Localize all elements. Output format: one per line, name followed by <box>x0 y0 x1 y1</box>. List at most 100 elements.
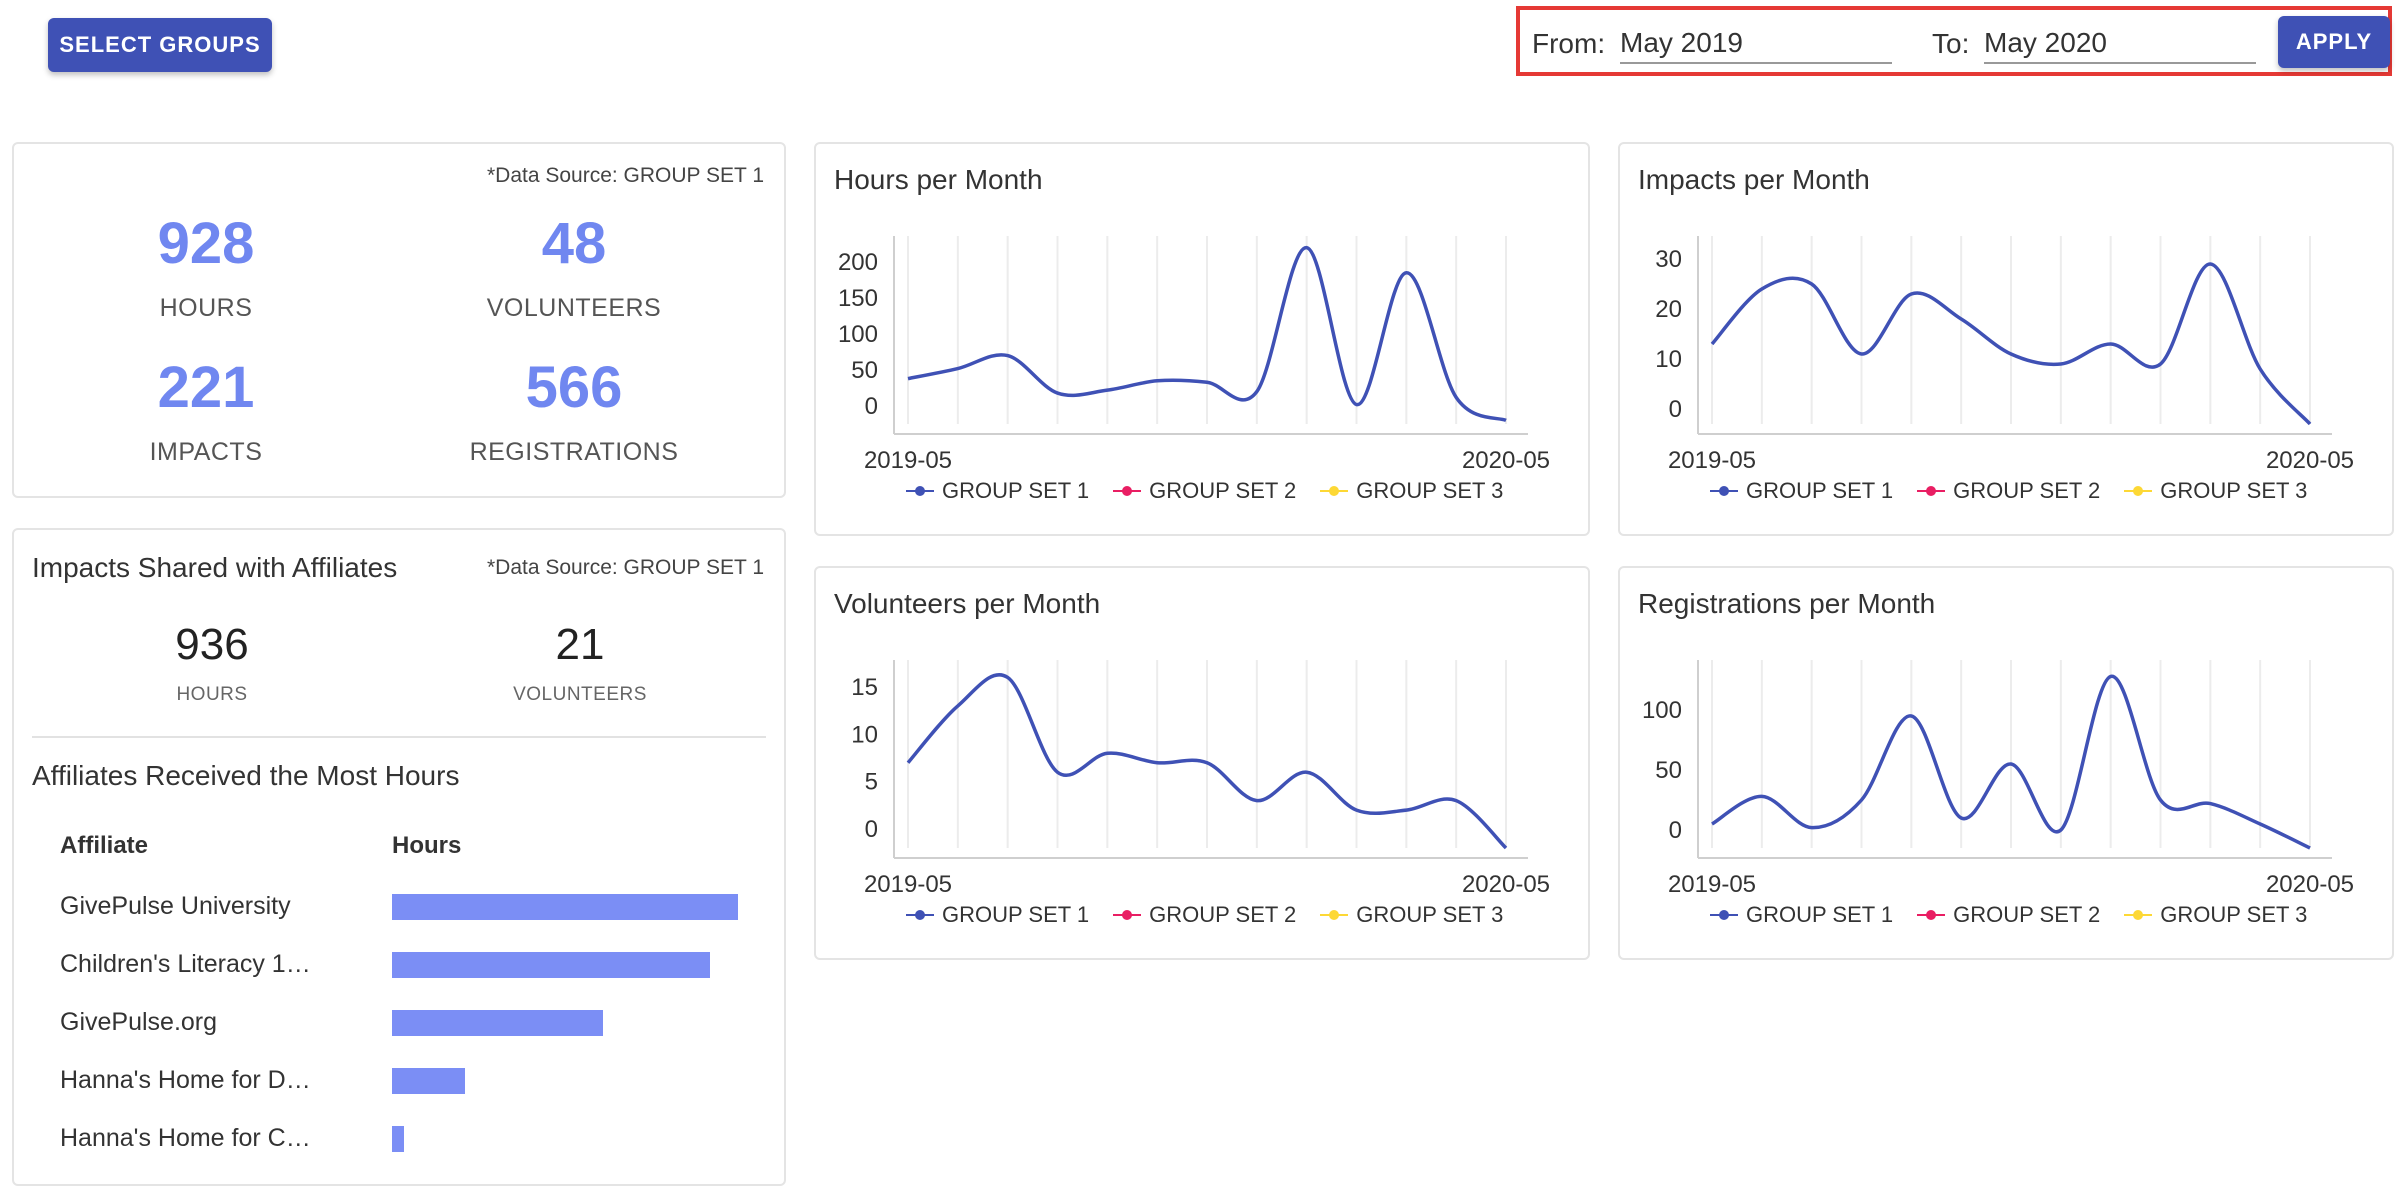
summary-card: *Data Source: GROUP SET 1 928 HOURS 48 V… <box>12 142 786 498</box>
legend-item[interactable]: GROUP SET 1 <box>1710 478 1893 504</box>
affiliate-hours-bar[interactable] <box>392 952 711 978</box>
affiliate-name: Hanna's Home for D… <box>60 1066 311 1094</box>
y-tick-label: 10 <box>851 721 878 748</box>
legend-item[interactable]: GROUP SET 3 <box>2124 478 2307 504</box>
legend-item[interactable]: GROUP SET 2 <box>1113 902 1296 928</box>
legend-item[interactable]: GROUP SET 3 <box>1320 902 1503 928</box>
affiliate-volunteers-value: 21 <box>555 620 605 669</box>
legend-item[interactable]: GROUP SET 2 <box>1917 478 2100 504</box>
legend-label: GROUP SET 1 <box>942 902 1090 927</box>
registrations-stat-value: 566 <box>525 355 623 420</box>
hours-stat-value: 928 <box>157 211 255 276</box>
x-tick-label: 2019-05 <box>864 447 952 474</box>
registrations-stat-label: REGISTRATIONS <box>469 438 679 466</box>
registrations-per-month-chart: 0 50 100 2019-05 2020-05 <box>1642 660 2354 898</box>
x-tick-label: 2020-05 <box>1462 871 1550 898</box>
series-line <box>1711 674 2311 850</box>
hours-column-header: Hours <box>392 832 462 859</box>
affiliates-card: Impacts Shared with Affiliates *Data Sou… <box>12 528 786 1186</box>
y-tick-label: 0 <box>1669 817 1682 844</box>
affiliate-name: GivePulse University <box>60 892 291 920</box>
volunteers-chart-card: Volunteers per Month 0 5 10 15 2019-05 2020-0… <box>814 566 1590 960</box>
affiliate-volunteers-label: VOLUNTEERS <box>513 684 647 705</box>
affiliate-hours-value: 936 <box>175 620 249 669</box>
legend-label: GROUP SET 2 <box>1149 478 1297 503</box>
impacts-chart-card: Impacts per Month 0 10 20 30 2019-05 2020-05 … <box>1618 142 2394 536</box>
chart-title: Hours per Month <box>834 164 1043 195</box>
impacts-stat-value: 221 <box>157 355 255 420</box>
y-tick-label: 0 <box>865 816 878 843</box>
legend-item[interactable]: GROUP SET 3 <box>1320 478 1503 504</box>
y-tick-label: 150 <box>838 285 878 312</box>
registrations-chart-card: Registrations per Month 0 50 100 2019-05 202… <box>1618 566 2394 960</box>
legend-marker-icon <box>2124 485 2153 497</box>
legend-label: GROUP SET 1 <box>1746 902 1894 927</box>
hours-stat-label: HOURS <box>159 294 253 322</box>
legend-marker-icon <box>2124 909 2153 921</box>
from-date-input[interactable] <box>1620 24 1892 64</box>
affiliate-hours-bar[interactable] <box>392 894 738 920</box>
legend-marker-icon <box>906 909 934 921</box>
x-tick-label: 2019-05 <box>1668 447 1756 474</box>
affiliates-data-source-note: *Data Source: GROUP SET 1 <box>486 556 764 579</box>
volunteers-stat-value: 48 <box>541 211 607 276</box>
affiliates-title: Impacts Shared with Affiliates <box>32 552 398 583</box>
legend-marker-icon <box>1710 909 1738 921</box>
legend-label: GROUP SET 2 <box>1149 902 1297 927</box>
affiliate-hours-bar[interactable] <box>392 1126 405 1152</box>
legend-item[interactable]: GROUP SET 3 <box>2124 902 2307 928</box>
to-date-input[interactable] <box>1984 24 2256 64</box>
legend-item[interactable]: GROUP SET 2 <box>1917 902 2100 928</box>
legend-label: GROUP SET 3 <box>1356 902 1504 927</box>
y-tick-label: 15 <box>851 674 878 701</box>
legend-label: GROUP SET 2 <box>1953 478 2101 503</box>
chart-legend: GROUP SET 1 GROUP SET 2 GROUP SET 3 <box>1710 902 2307 928</box>
chart-title: Volunteers per Month <box>834 588 1101 619</box>
y-tick-label: 50 <box>1655 757 1682 784</box>
y-tick-label: 100 <box>838 321 878 348</box>
series-line <box>907 245 1507 423</box>
series-line <box>1710 262 2312 426</box>
legend-marker-icon <box>1113 485 1142 497</box>
x-tick-label: 2020-05 <box>2266 871 2354 898</box>
divider <box>32 736 766 738</box>
legend-marker-icon <box>1320 485 1349 497</box>
legend-marker-icon <box>1113 909 1142 921</box>
y-tick-label: 50 <box>851 357 878 384</box>
date-range-filter: From: To: APPLY <box>1516 6 2392 76</box>
legend-label: GROUP SET 2 <box>1953 902 2101 927</box>
affiliate-hours-bar[interactable] <box>392 1068 465 1094</box>
volunteers-stat-label: VOLUNTEERS <box>486 294 662 322</box>
legend-marker-icon <box>906 485 934 497</box>
chart-legend: GROUP SET 1 GROUP SET 2 GROUP SET 3 <box>906 478 1503 504</box>
affiliate-hours-bar[interactable] <box>392 1010 604 1036</box>
chart-title: Registrations per Month <box>1638 588 1936 619</box>
y-tick-label: 200 <box>838 249 878 276</box>
hours-per-month-chart: 0 50 100 150 200 2019-05 2020-05 <box>838 236 1550 474</box>
affiliate-name: Children's Literacy 1… <box>60 950 311 978</box>
legend-item[interactable]: GROUP SET 2 <box>1113 478 1296 504</box>
select-groups-button[interactable]: SELECT GROUPS <box>48 18 272 72</box>
chart-legend: GROUP SET 1 GROUP SET 2 GROUP SET 3 <box>906 902 1503 928</box>
legend-item[interactable]: GROUP SET 1 <box>906 902 1089 928</box>
from-label: From: <box>1532 28 1606 59</box>
legend-marker-icon <box>1917 485 1946 497</box>
legend-item[interactable]: GROUP SET 1 <box>1710 902 1893 928</box>
y-tick-label: 0 <box>865 393 878 420</box>
to-label: To: <box>1932 28 1970 59</box>
y-tick-label: 10 <box>1655 346 1682 373</box>
legend-item[interactable]: GROUP SET 1 <box>906 478 1089 504</box>
legend-marker-icon <box>1917 909 1946 921</box>
impacts-per-month-chart: 0 10 20 30 2019-05 2020-05 <box>1655 236 2354 474</box>
x-tick-label: 2019-05 <box>1668 871 1756 898</box>
y-tick-label: 0 <box>1669 396 1682 423</box>
volunteers-per-month-chart: 0 5 10 15 2019-05 2020-05 <box>851 660 1550 898</box>
legend-label: GROUP SET 3 <box>2160 478 2308 503</box>
affiliate-name: Hanna's Home for C… <box>60 1124 311 1152</box>
x-tick-label: 2019-05 <box>864 871 952 898</box>
apply-button[interactable]: APPLY <box>2278 16 2390 68</box>
legend-label: GROUP SET 3 <box>2160 902 2308 927</box>
most-hours-title: Affiliates Received the Most Hours <box>32 760 460 791</box>
x-tick-label: 2020-05 <box>2266 447 2354 474</box>
x-tick-label: 2020-05 <box>1462 447 1550 474</box>
